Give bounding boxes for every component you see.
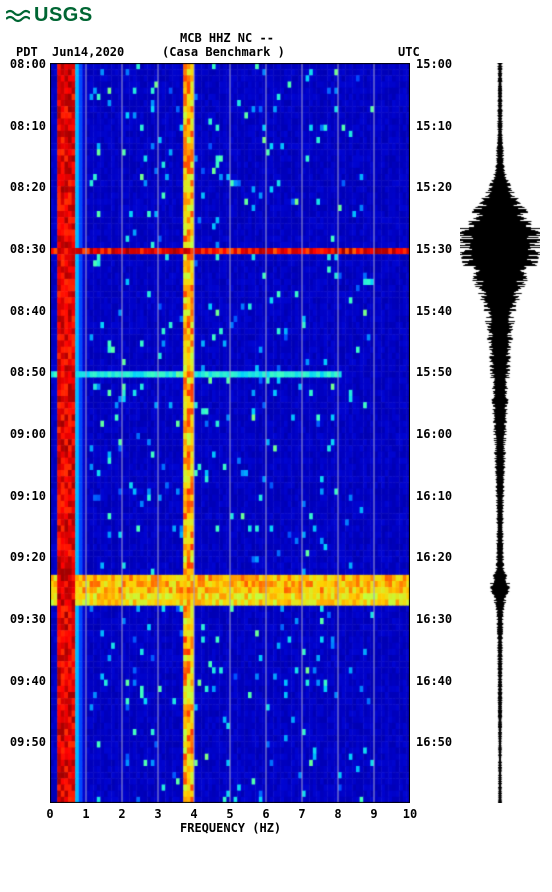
ytick-right: 16:10 (416, 489, 452, 503)
xtick: 8 (328, 807, 348, 821)
ytick-left: 08:40 (6, 304, 46, 318)
station: MCB HHZ NC -- (180, 31, 274, 45)
xtick: 5 (220, 807, 240, 821)
date: Jun14,2020 (52, 45, 124, 59)
ytick-left: 08:20 (6, 180, 46, 194)
spectrogram-canvas (50, 63, 410, 803)
ytick-left: 09:10 (6, 489, 46, 503)
xtick: 4 (184, 807, 204, 821)
wave-icon (6, 7, 30, 25)
ytick-right: 15:10 (416, 119, 452, 133)
waveform-canvas (460, 63, 540, 803)
plot-header: PDT Jun14,2020 MCB HHZ NC -- (Casa Bench… (0, 31, 552, 63)
ytick-right: 16:00 (416, 427, 452, 441)
xtick: 7 (292, 807, 312, 821)
xtick: 3 (148, 807, 168, 821)
usgs-logo: USGS (0, 0, 552, 31)
ytick-right: 15:00 (416, 57, 452, 71)
ytick-right: 16:30 (416, 612, 452, 626)
xtick: 9 (364, 807, 384, 821)
ytick-right: 16:40 (416, 674, 452, 688)
ytick-right: 15:30 (416, 242, 452, 256)
xtick: 2 (112, 807, 132, 821)
ytick-left: 08:30 (6, 242, 46, 256)
ytick-left: 09:30 (6, 612, 46, 626)
ytick-right: 15:20 (416, 180, 452, 194)
site: (Casa Benchmark ) (162, 45, 285, 59)
ytick-right: 15:50 (416, 365, 452, 379)
xtick: 6 (256, 807, 276, 821)
x-axis-label: FREQUENCY (HZ) (180, 821, 281, 835)
ytick-left: 08:00 (6, 57, 46, 71)
logo-text: USGS (34, 4, 93, 27)
ytick-right: 16:20 (416, 550, 452, 564)
xtick: 1 (76, 807, 96, 821)
ytick-left: 09:00 (6, 427, 46, 441)
xtick: 0 (40, 807, 60, 821)
ytick-left: 09:50 (6, 735, 46, 749)
ytick-left: 08:50 (6, 365, 46, 379)
xtick: 10 (400, 807, 420, 821)
ytick-left: 08:10 (6, 119, 46, 133)
ytick-right: 15:40 (416, 304, 452, 318)
ytick-left: 09:40 (6, 674, 46, 688)
ytick-left: 09:20 (6, 550, 46, 564)
plot-area: 08:0015:0008:1015:1008:2015:2008:3015:30… (0, 63, 552, 863)
ytick-right: 16:50 (416, 735, 452, 749)
